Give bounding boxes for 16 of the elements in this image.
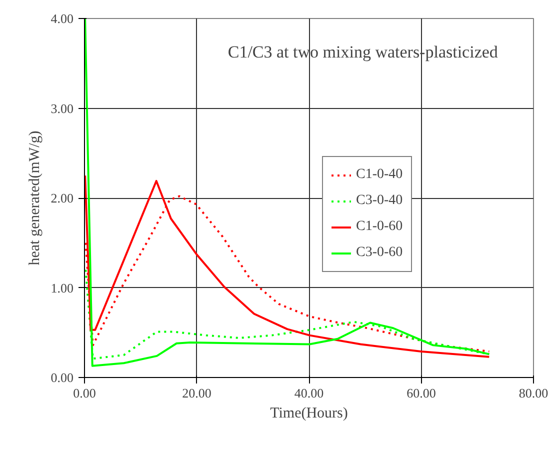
legend-label: C1-0-60	[356, 219, 403, 235]
x-tick-label: 0.00	[73, 386, 96, 400]
y-tick-label: 0.00	[50, 370, 74, 385]
x-tick-label: 60.00	[406, 386, 436, 400]
x-axis-title: Time(Hours)	[270, 406, 348, 422]
y-axis-title: heat generated(mW/g)	[26, 130, 43, 266]
x-tick-label: 80.00	[518, 386, 548, 400]
legend-label: C3-0-40	[356, 193, 403, 209]
y-tick-label: 1.00	[50, 280, 74, 296]
x-tick-label: 20.00	[182, 386, 212, 400]
x-tick-label: 40.00	[294, 386, 324, 400]
legend-label: C3-0-60	[356, 245, 403, 261]
y-tick-label: 2.00	[50, 190, 74, 206]
legend-label: C1-0-40	[356, 167, 403, 183]
y-tick-label: 3.00	[50, 100, 74, 116]
y-tick-label: 4.00	[50, 11, 74, 26]
